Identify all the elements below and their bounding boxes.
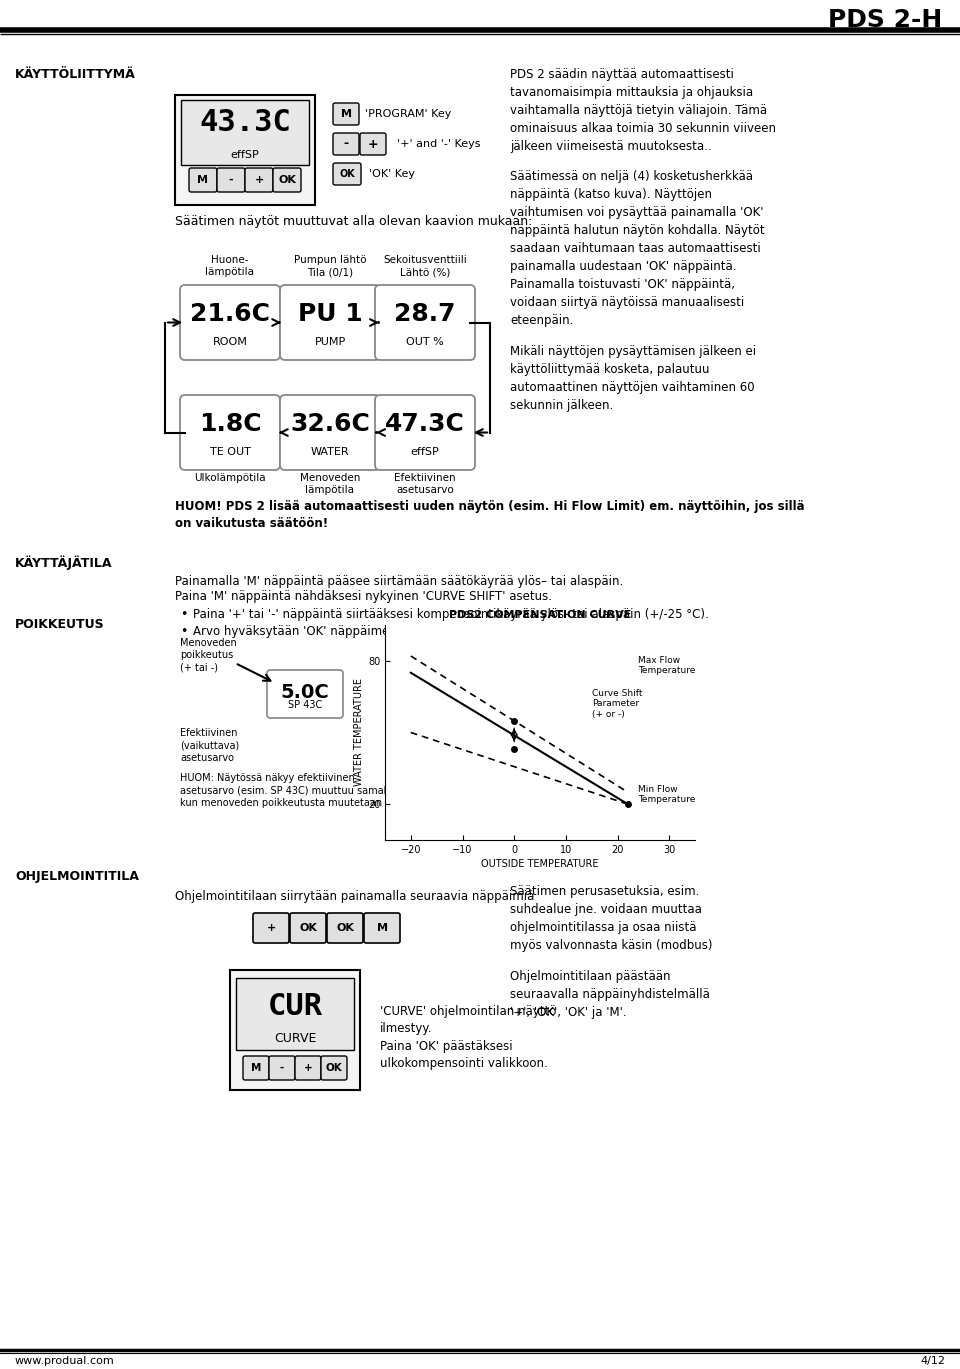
Text: Pumpun lähtö
Tila (0/1): Pumpun lähtö Tila (0/1) (294, 255, 367, 278)
Text: Painamalla 'M' näppäintä pääsee siirtämään säätökäyrää ylös– tai alaspäin.: Painamalla 'M' näppäintä pääsee siirtämä… (175, 575, 623, 589)
Text: OK: OK (336, 923, 354, 934)
FancyBboxPatch shape (180, 396, 280, 470)
FancyBboxPatch shape (267, 669, 343, 717)
Text: Efektiivinen
asetusarvo: Efektiivinen asetusarvo (395, 474, 456, 496)
Text: -: - (228, 175, 233, 185)
Text: 21.6C: 21.6C (190, 303, 270, 326)
Text: Paina 'M' näppäintä nähdäksesi nykyinen 'CURVE SHIFT' asetus.: Paina 'M' näppäintä nähdäksesi nykyinen … (175, 590, 552, 602)
Text: 4/12: 4/12 (920, 1357, 945, 1366)
Text: effSP: effSP (411, 448, 440, 457)
Text: OUT %: OUT % (406, 337, 444, 346)
Text: effSP: effSP (230, 151, 259, 160)
Text: Menoveden
poikkeutus
(+ tai -): Menoveden poikkeutus (+ tai -) (180, 638, 237, 672)
Text: +: + (303, 1062, 312, 1073)
Text: HUOM: Näytössä näkyy efektiivinen
asetusarvo (esim. SP 43C) muuttuu samalla,
kun: HUOM: Näytössä näkyy efektiivinen asetus… (180, 773, 398, 808)
Text: OK: OK (300, 923, 317, 934)
Text: •: • (180, 608, 187, 622)
Text: OK: OK (278, 175, 296, 185)
Text: Paina 'OK' päästäksesi
ulkokompensointi valikkoon.: Paina 'OK' päästäksesi ulkokompensointi … (380, 1040, 548, 1071)
Text: M: M (251, 1062, 261, 1073)
Text: -: - (344, 137, 348, 151)
Text: PDS 2-H: PDS 2-H (828, 8, 942, 31)
Text: Ulkolämpötila: Ulkolämpötila (194, 474, 266, 483)
Text: +: + (254, 175, 264, 185)
Text: -: - (280, 1062, 284, 1073)
Text: M: M (376, 923, 388, 934)
Bar (230, 971, 360, 1090)
FancyBboxPatch shape (253, 913, 289, 943)
Text: M: M (341, 110, 351, 119)
Text: 'OK' Key: 'OK' Key (369, 168, 415, 179)
Text: Ohjelmointitilaan siirrytään painamalla seuraavia näppäimiä: Ohjelmointitilaan siirrytään painamalla … (175, 890, 535, 904)
Text: Säätimen näytöt muuttuvat alla olevan kaavion mukaan:: Säätimen näytöt muuttuvat alla olevan ka… (175, 215, 533, 229)
Text: Huone-
lämpötila: Huone- lämpötila (205, 255, 254, 278)
FancyBboxPatch shape (321, 1055, 347, 1080)
FancyBboxPatch shape (333, 163, 361, 185)
Text: KÄYTTÖLIITTYMÄ: KÄYTTÖLIITTYMÄ (15, 68, 136, 81)
FancyBboxPatch shape (364, 913, 400, 943)
Text: •: • (180, 626, 187, 638)
FancyBboxPatch shape (327, 913, 363, 943)
FancyBboxPatch shape (333, 103, 359, 125)
Bar (175, 94, 315, 205)
Text: PU 1: PU 1 (298, 303, 362, 326)
FancyBboxPatch shape (180, 285, 280, 360)
Text: OHJELMOINTITILA: OHJELMOINTITILA (15, 871, 139, 883)
Text: POIKKEUTUS: POIKKEUTUS (15, 617, 105, 631)
Text: PUMP: PUMP (314, 337, 346, 346)
Text: HUOM! PDS 2 lisää automaattisesti uuden näytön (esim. Hi Flow Limit) em. näyttöi: HUOM! PDS 2 lisää automaattisesti uuden … (175, 500, 804, 530)
Text: Arvo hyväksytään 'OK' näppäimellä. Säädin palaa normaalitilaan.: Arvo hyväksytään 'OK' näppäimellä. Säädi… (193, 626, 581, 638)
FancyBboxPatch shape (295, 1055, 321, 1080)
Text: 47.3C: 47.3C (385, 412, 465, 435)
FancyBboxPatch shape (280, 285, 380, 360)
Text: 'PROGRAM' Key: 'PROGRAM' Key (365, 110, 451, 119)
Text: 5.0C: 5.0C (280, 683, 329, 702)
Text: Sekoitusventtiili
Lähtö (%): Sekoitusventtiili Lähtö (%) (383, 255, 467, 278)
FancyBboxPatch shape (360, 133, 386, 155)
Text: Paina '+' tai '-' näppäintä siirtääksesi kompensointikäyrää ylös- tai alaspäin (: Paina '+' tai '-' näppäintä siirtääksesi… (193, 608, 708, 622)
FancyBboxPatch shape (245, 168, 273, 192)
Text: CURVE: CURVE (274, 1032, 316, 1045)
Text: PDS 2 säädin näyttää automaattisesti
tavanomaisimpia mittauksia ja ohjauksia
vai: PDS 2 säädin näyttää automaattisesti tav… (510, 68, 776, 153)
Text: www.produal.com: www.produal.com (15, 1357, 115, 1366)
Text: 'CURVE' ohjelmointilan näyttö
ilmestyy.: 'CURVE' ohjelmointilan näyttö ilmestyy. (380, 1005, 557, 1035)
Text: 28.7: 28.7 (395, 303, 456, 326)
Text: SP 43C: SP 43C (288, 700, 323, 711)
Bar (181, 100, 309, 166)
Text: '+' and '-' Keys: '+' and '-' Keys (397, 140, 481, 149)
Text: Ohjelmointitilaan päästään
seuraavalla näppäinyhdistelmällä
'+', 'OK', 'OK' ja ': Ohjelmointitilaan päästään seuraavalla n… (510, 971, 709, 1019)
Text: 43.3C: 43.3C (199, 108, 291, 137)
Bar (236, 977, 354, 1050)
Text: WATER: WATER (311, 448, 349, 457)
FancyBboxPatch shape (375, 285, 475, 360)
Text: OK: OK (339, 168, 355, 179)
FancyBboxPatch shape (217, 168, 245, 192)
Text: +: + (266, 923, 276, 934)
Text: CUR: CUR (268, 993, 323, 1021)
FancyBboxPatch shape (290, 913, 326, 943)
FancyBboxPatch shape (269, 1055, 295, 1080)
Text: +: + (368, 137, 378, 151)
FancyBboxPatch shape (280, 396, 380, 470)
Text: OK: OK (325, 1062, 343, 1073)
FancyBboxPatch shape (243, 1055, 269, 1080)
FancyBboxPatch shape (375, 396, 475, 470)
FancyBboxPatch shape (333, 133, 359, 155)
Text: KÄYTTÄJÄTILA: KÄYTTÄJÄTILA (15, 554, 112, 570)
Text: 32.6C: 32.6C (290, 412, 370, 435)
Text: Efektiivinen
(vaikuttava)
asetusarvo: Efektiivinen (vaikuttava) asetusarvo (180, 728, 239, 763)
Text: 1.8C: 1.8C (199, 412, 261, 435)
FancyBboxPatch shape (273, 168, 301, 192)
FancyBboxPatch shape (189, 168, 217, 192)
Text: Mikäli näyttöjen pysäyttämisen jälkeen ei
käyttöliittymää kosketa, palautuu
auto: Mikäli näyttöjen pysäyttämisen jälkeen e… (510, 345, 756, 412)
Text: Säätimessä on neljä (4) kosketusherkkää
näppäintä (katso kuva). Näyttöjen
vaihtu: Säätimessä on neljä (4) kosketusherkkää … (510, 170, 764, 327)
Text: TE OUT: TE OUT (209, 448, 251, 457)
Text: ROOM: ROOM (212, 337, 248, 346)
Text: M: M (198, 175, 208, 185)
Text: Menoveden
lämpötila: Menoveden lämpötila (300, 474, 360, 496)
Text: Säätimen perusasetuksia, esim.
suhdealue jne. voidaan muuttaa
ohjelmointitilassa: Säätimen perusasetuksia, esim. suhdealue… (510, 884, 712, 951)
